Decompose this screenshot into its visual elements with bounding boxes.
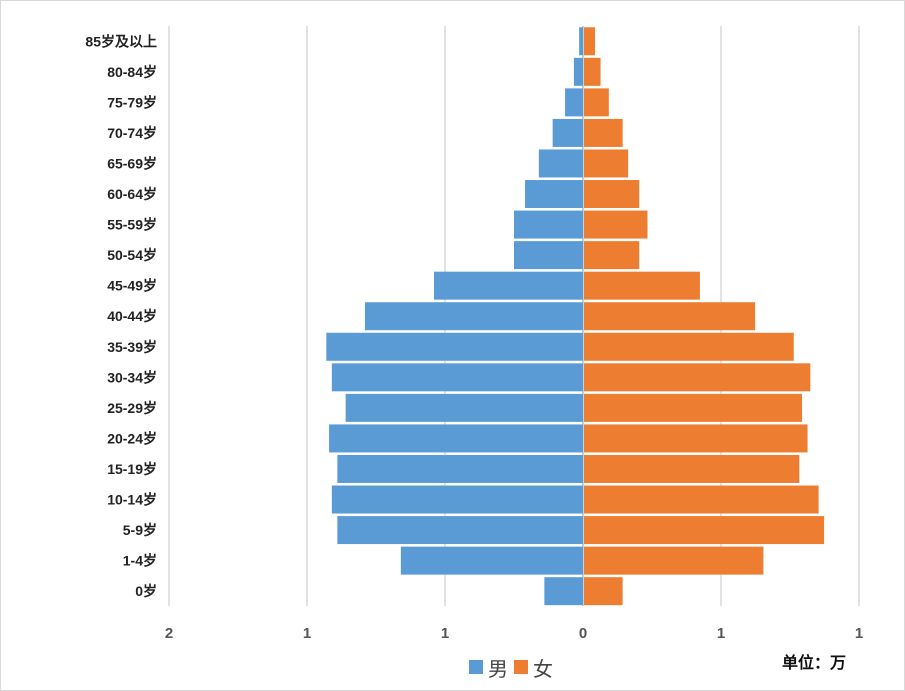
bar-male [345,393,583,422]
bar-male [337,454,583,483]
bar-female [584,88,609,117]
bar-male [552,118,583,147]
category-label: 45-49岁 [107,278,157,294]
x-tick-label: 2 [165,625,173,642]
category-label: 25-29岁 [107,400,157,416]
bar-female [584,393,803,422]
bar-female [584,454,800,483]
legend-swatch-male [469,660,483,674]
bar-male [565,88,583,117]
bar-female [584,577,623,606]
bar-male [573,57,583,86]
legend-swatch-female [514,660,528,674]
legend-label-female: 女 [533,658,553,681]
x-tick-label: 1 [303,625,311,642]
category-label: 30-34岁 [107,369,157,385]
category-label: 1-4岁 [123,553,157,569]
bar-female [584,27,596,56]
bar-male [525,180,583,209]
bar-male [514,241,583,270]
bar-female [584,546,764,575]
category-label: 60-64岁 [107,186,157,202]
bar-female [584,485,819,514]
bar-male [329,424,583,453]
bar-male [544,577,583,606]
x-tick-label: 1 [855,625,863,642]
bar-male [331,363,583,392]
unit-label: 单位：万 [782,653,846,672]
bar-male [433,271,583,300]
category-label: 5-9岁 [123,522,157,538]
bar-male [337,516,583,545]
bar-female [584,516,825,545]
category-label: 35-39岁 [107,339,157,355]
category-label: 15-19岁 [107,461,157,477]
legend-label-male: 男 [488,659,508,681]
bar-male [326,332,583,361]
x-tick-label: 1 [441,625,449,642]
category-label: 70-74岁 [107,125,157,141]
bar-female [584,210,648,239]
category-label: 50-54岁 [107,247,157,263]
x-tick-label: 0 [579,625,587,642]
bar-female [584,424,808,453]
bar-female [584,302,756,331]
category-label: 85岁及以上 [85,33,157,49]
bar-female [584,363,811,392]
bar-female [584,180,640,209]
category-label: 55-59岁 [107,217,157,233]
bar-male [400,546,583,575]
bar-female [584,332,794,361]
category-label: 75-79岁 [107,94,157,110]
category-label: 40-44岁 [107,308,157,324]
bar-female [584,57,601,86]
bar-female [584,271,700,300]
bar-male [331,485,583,514]
category-label: 10-14岁 [107,492,157,508]
category-label: 65-69岁 [107,155,157,171]
bar-male [514,210,583,239]
bar-female [584,118,623,147]
bar-male [579,27,583,56]
bar-female [584,241,640,270]
category-label: 0岁 [135,583,157,599]
category-label: 20-24岁 [107,430,157,446]
legend: 男 女 [469,658,553,681]
category-label: 80-84岁 [107,64,157,80]
x-tick-label: 1 [717,625,725,642]
bar-male [364,302,583,331]
bar-male [538,149,583,178]
bar-female [584,149,629,178]
